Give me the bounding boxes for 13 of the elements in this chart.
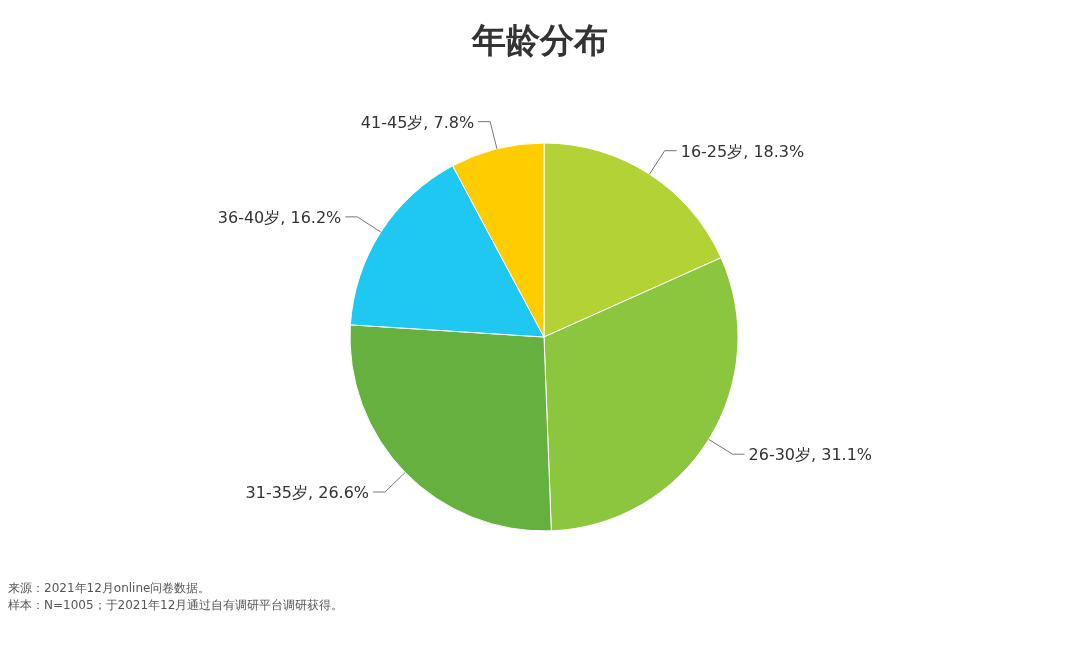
data-label: , 16.2% <box>280 207 342 227</box>
slice-label: 41-45岁 <box>360 112 424 132</box>
slice-label: 36-40岁 <box>217 207 281 227</box>
text: 样本：N=1005；于2021年12月通过自有调研平台调研获得。 <box>8 598 344 612</box>
source-note: 来源：2021年12月online问卷数据。 <box>8 581 211 595</box>
data-label: , 31.1% <box>811 445 873 465</box>
slice-label: 31-35岁 <box>245 482 309 502</box>
data-label: , 26.6% <box>308 482 370 502</box>
chart-title: 年龄分布 <box>471 20 608 60</box>
slice-label: 26-30岁 <box>748 445 812 465</box>
data-label: , 18.3% <box>743 141 805 161</box>
data-label: , 7.8% <box>423 112 475 132</box>
slice-label: 16-25岁 <box>680 141 744 161</box>
